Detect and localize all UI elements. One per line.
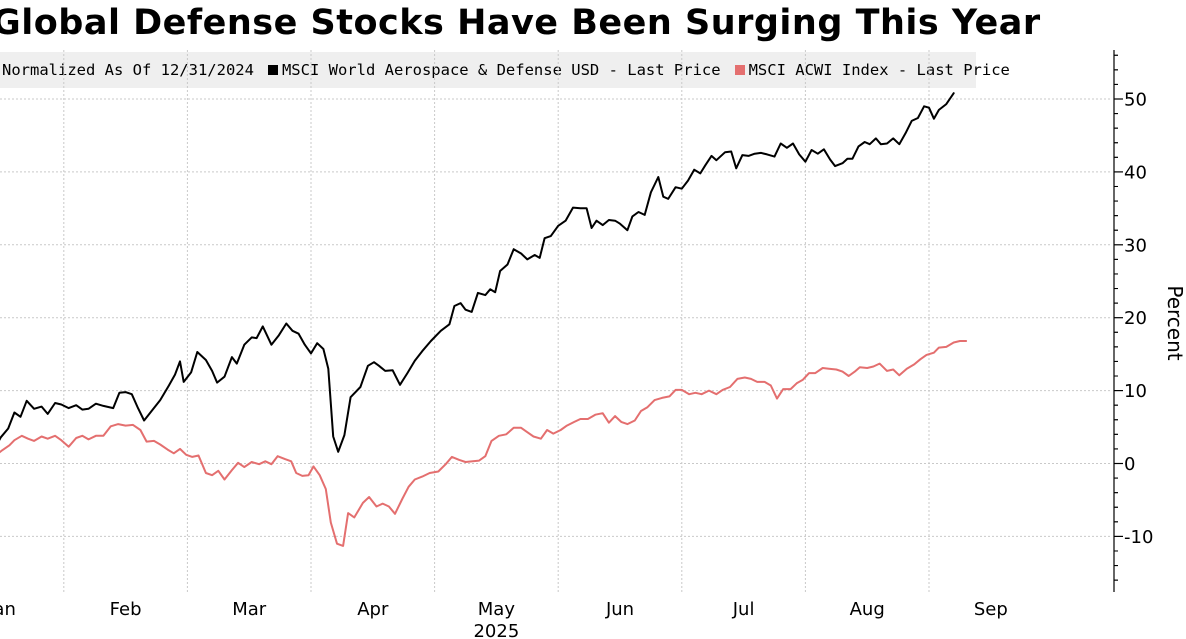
legend-label-acwi: MSCI ACWI Index - Last Price: [748, 61, 1010, 79]
x-tick-label: Jul: [732, 599, 755, 620]
legend: Normalized As Of 12/31/2024 MSCI World A…: [0, 52, 1010, 88]
y-axis-label: Percent: [1163, 285, 1186, 360]
legend-swatch-acwi: [734, 65, 745, 75]
series-line-defense: [0, 92, 955, 453]
chart-title: Global Defense Stocks Have Been Surging …: [0, 3, 1041, 43]
y-tick-label: 30: [1124, 235, 1147, 256]
y-tick-label: 50: [1124, 90, 1147, 111]
x-tick-label: Feb: [110, 599, 142, 620]
x-tick-label: Aug: [850, 599, 885, 620]
y-tick-label: -10: [1124, 527, 1153, 548]
y-tick-label: 10: [1124, 381, 1147, 402]
x-tick-label: Sep: [974, 599, 1008, 620]
y-tick-label: 20: [1124, 308, 1147, 329]
legend-subtitle-text: Normalized As Of 12/31/2024: [2, 61, 254, 79]
legend-swatch-defense: [267, 65, 278, 75]
x-tick-label: Apr: [357, 599, 389, 620]
legend-label-defense: MSCI World Aerospace & Defense USD - Las…: [281, 61, 721, 79]
series-line-acwi: [0, 340, 968, 547]
legend-entry-defense: MSCI World Aerospace & Defense USD - Las…: [267, 60, 721, 80]
legend-subtitle: Normalized As Of 12/31/2024: [2, 60, 254, 80]
x-tick-label: May: [478, 599, 516, 620]
y-axis: -10 0 10 20 30 40 50: [1113, 50, 1153, 592]
y-tick-label: 40: [1124, 162, 1147, 183]
x-year-label: 2025: [473, 621, 519, 639]
x-tick-label: Jun: [605, 599, 634, 620]
x-tick-label: Jan: [0, 599, 16, 620]
grid: [0, 50, 1110, 592]
x-axis: Jan Feb Mar Apr May Jun Jul Aug Sep 2025: [0, 599, 1008, 639]
x-tick-label: Mar: [232, 599, 267, 620]
y-tick-label: 0: [1124, 454, 1135, 475]
legend-entry-acwi: MSCI ACWI Index - Last Price: [734, 60, 1010, 80]
series-group: [0, 92, 968, 547]
